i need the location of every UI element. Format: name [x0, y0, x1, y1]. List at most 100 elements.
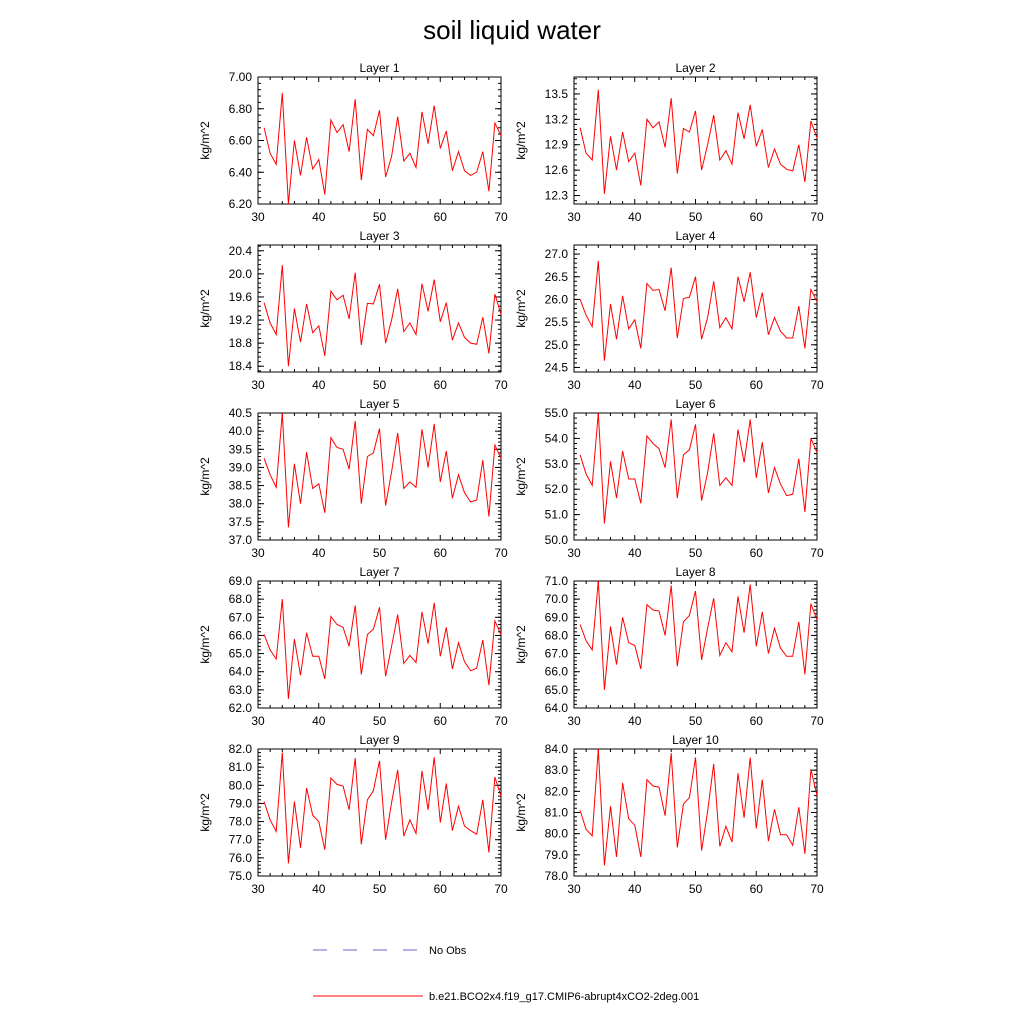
y-tick-label: 68.0 [545, 628, 569, 642]
plot-frame [257, 748, 502, 877]
x-tick-label: 60 [434, 546, 448, 560]
series-line [263, 412, 502, 528]
x-tick-label: 30 [567, 546, 581, 560]
x-tick-label: 60 [434, 882, 448, 896]
y-axis-label: kg/m^2 [198, 457, 212, 496]
y-tick-label: 13.2 [545, 112, 569, 126]
x-tick-label: 50 [689, 882, 703, 896]
y-tick-label: 18.4 [229, 359, 253, 373]
y-tick-label: 6.80 [229, 102, 253, 116]
y-tick-label: 81.0 [545, 806, 569, 820]
x-tick-label: 70 [810, 882, 824, 896]
y-axis-label: kg/m^2 [514, 457, 528, 496]
x-tick-label: 30 [567, 714, 581, 728]
series-line [263, 92, 502, 205]
x-tick-label: 60 [750, 546, 764, 560]
x-tick-label: 70 [494, 714, 508, 728]
y-axis-label: kg/m^2 [514, 793, 528, 832]
y-tick-label: 27.0 [545, 247, 569, 261]
x-tick-label: 60 [750, 882, 764, 896]
x-tick-label: 70 [494, 378, 508, 392]
y-tick-label: 40.5 [229, 406, 253, 420]
y-tick-label: 75.0 [229, 869, 253, 883]
x-tick-label: 70 [810, 546, 824, 560]
y-tick-label: 12.9 [545, 138, 569, 152]
plot-frame [573, 748, 818, 877]
y-tick-label: 68.0 [229, 592, 253, 606]
plot-frame [257, 580, 502, 709]
x-tick-label: 40 [312, 882, 326, 896]
panels: Layer 1 kg/m^2 30 40 50 60 70 6.20 6.40 6.60 6.80 7… [198, 61, 824, 896]
y-tick-label: 55.0 [545, 406, 569, 420]
panel-3: Layer 3 kg/m^2 30 40 50 60 70 18.4 18.8 19.2 19.6 2… [198, 229, 508, 392]
x-tick-label: 40 [628, 546, 642, 560]
y-tick-label: 65.0 [229, 647, 253, 661]
y-tick-label: 65.0 [545, 683, 569, 697]
x-tick-label: 30 [251, 378, 265, 392]
panel-9: Layer 9 kg/m^2 30 40 50 60 70 75.0 76.0 77.0 78.0 7… [198, 733, 508, 896]
panel-10: Layer 10 kg/m^2 30 40 50 60 70 78.0 79.0 80.0 81.0… [514, 733, 824, 896]
y-tick-label: 69.0 [545, 610, 569, 624]
y-axis-label: kg/m^2 [198, 289, 212, 328]
x-tick-label: 70 [494, 882, 508, 896]
x-tick-label: 30 [251, 714, 265, 728]
x-tick-label: 40 [628, 378, 642, 392]
y-tick-label: 40.0 [229, 424, 253, 438]
x-tick-label: 60 [434, 714, 448, 728]
y-tick-label: 76.0 [229, 851, 253, 865]
x-tick-label: 50 [373, 546, 387, 560]
panel-title: Layer 8 [675, 565, 715, 579]
y-tick-label: 19.6 [229, 290, 253, 304]
y-tick-label: 64.0 [229, 665, 253, 679]
legend-series-label: b.e21.BCO2x4.f19_g17.CMIP6-abrupt4xCO2-2… [429, 991, 699, 1003]
series-line [263, 265, 502, 367]
y-tick-label: 26.0 [545, 292, 569, 306]
y-tick-label: 12.6 [545, 163, 569, 177]
y-tick-label: 38.5 [229, 479, 253, 493]
x-tick-label: 70 [810, 714, 824, 728]
y-axis-label: kg/m^2 [514, 289, 528, 328]
x-tick-label: 50 [689, 714, 703, 728]
panel-2: Layer 2 kg/m^2 30 40 50 60 70 12.3 12.6 12.9 13.2 1… [514, 61, 824, 224]
panel-8: Layer 8 kg/m^2 30 40 50 60 70 64.0 65.0 66.0 67.0 6… [514, 565, 824, 728]
x-tick-label: 50 [373, 882, 387, 896]
x-tick-label: 60 [750, 714, 764, 728]
panel-5: Layer 5 kg/m^2 30 40 50 60 70 37.0 37.5 38.0 38.5 3… [198, 397, 508, 560]
y-tick-label: 20.4 [229, 244, 253, 258]
y-tick-label: 39.0 [229, 460, 253, 474]
panel-4: Layer 4 kg/m^2 30 40 50 60 70 24.5 25.0 25.5 26.0 2… [514, 229, 824, 392]
y-tick-label: 25.0 [545, 338, 569, 352]
y-tick-label: 7.00 [229, 70, 253, 84]
panel-title: Layer 7 [359, 565, 399, 579]
x-tick-label: 30 [567, 378, 581, 392]
x-tick-label: 70 [810, 378, 824, 392]
plot-frame [573, 580, 818, 709]
series-line [579, 89, 818, 194]
y-tick-label: 66.0 [229, 628, 253, 642]
x-tick-label: 50 [373, 378, 387, 392]
main-title: soil liquid water [423, 15, 601, 45]
y-tick-label: 67.0 [545, 647, 569, 661]
y-tick-label: 64.0 [545, 701, 569, 715]
y-tick-label: 18.8 [229, 336, 253, 350]
y-tick-label: 67.0 [229, 610, 253, 624]
y-tick-label: 69.0 [229, 574, 253, 588]
x-tick-label: 70 [494, 210, 508, 224]
y-tick-label: 51.0 [545, 508, 569, 522]
x-tick-label: 30 [567, 882, 581, 896]
series-line [579, 260, 818, 361]
x-tick-label: 60 [434, 378, 448, 392]
y-tick-label: 77.0 [229, 833, 253, 847]
y-tick-label: 52.0 [545, 482, 569, 496]
y-axis-label: kg/m^2 [514, 121, 528, 160]
panel-title: Layer 6 [675, 397, 715, 411]
y-tick-label: 83.0 [545, 763, 569, 777]
y-tick-label: 79.0 [229, 796, 253, 810]
x-tick-label: 40 [312, 714, 326, 728]
x-tick-label: 50 [689, 378, 703, 392]
x-tick-label: 40 [628, 882, 642, 896]
y-tick-label: 62.0 [229, 701, 253, 715]
panel-title: Layer 4 [675, 229, 715, 243]
x-tick-label: 70 [810, 210, 824, 224]
